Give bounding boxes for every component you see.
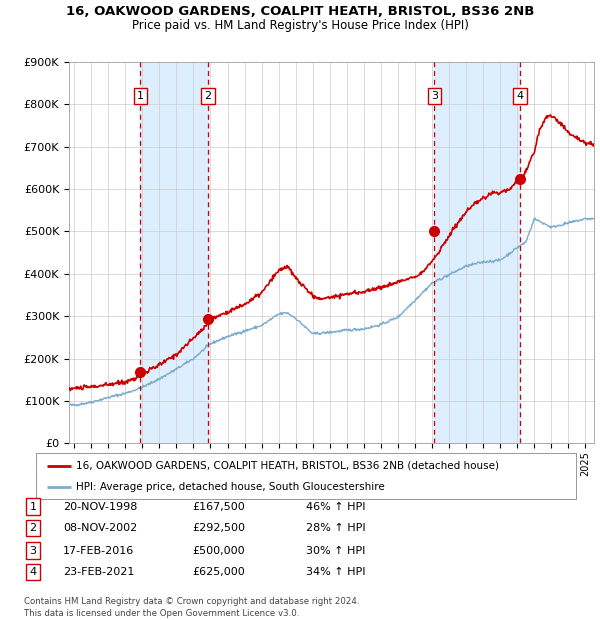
Text: 4: 4: [516, 91, 523, 101]
Text: 2: 2: [205, 91, 212, 101]
Text: 34% ↑ HPI: 34% ↑ HPI: [306, 567, 365, 577]
Text: £292,500: £292,500: [192, 523, 245, 533]
Text: 23-FEB-2021: 23-FEB-2021: [63, 567, 134, 577]
Text: 46% ↑ HPI: 46% ↑ HPI: [306, 502, 365, 512]
Text: HPI: Average price, detached house, South Gloucestershire: HPI: Average price, detached house, Sout…: [77, 482, 385, 492]
Text: 16, OAKWOOD GARDENS, COALPIT HEATH, BRISTOL, BS36 2NB: 16, OAKWOOD GARDENS, COALPIT HEATH, BRIS…: [66, 5, 534, 18]
Text: £625,000: £625,000: [192, 567, 245, 577]
Text: 30% ↑ HPI: 30% ↑ HPI: [306, 546, 365, 556]
Text: 4: 4: [29, 567, 37, 577]
Text: 1: 1: [137, 91, 144, 101]
Text: 20-NOV-1998: 20-NOV-1998: [63, 502, 137, 512]
Text: 3: 3: [431, 91, 438, 101]
Text: 1: 1: [29, 502, 37, 512]
Bar: [140, 62, 208, 443]
Bar: [434, 62, 520, 443]
Text: 17-FEB-2016: 17-FEB-2016: [63, 546, 134, 556]
Text: Contains HM Land Registry data © Crown copyright and database right 2024.
This d: Contains HM Land Registry data © Crown c…: [24, 597, 359, 618]
Text: Price paid vs. HM Land Registry's House Price Index (HPI): Price paid vs. HM Land Registry's House …: [131, 19, 469, 32]
Text: 28% ↑ HPI: 28% ↑ HPI: [306, 523, 365, 533]
Text: 2: 2: [29, 523, 37, 533]
Text: £500,000: £500,000: [192, 546, 245, 556]
Text: 3: 3: [29, 546, 37, 556]
Text: £167,500: £167,500: [192, 502, 245, 512]
Text: 08-NOV-2002: 08-NOV-2002: [63, 523, 137, 533]
Text: 16, OAKWOOD GARDENS, COALPIT HEATH, BRISTOL, BS36 2NB (detached house): 16, OAKWOOD GARDENS, COALPIT HEATH, BRIS…: [77, 461, 499, 471]
